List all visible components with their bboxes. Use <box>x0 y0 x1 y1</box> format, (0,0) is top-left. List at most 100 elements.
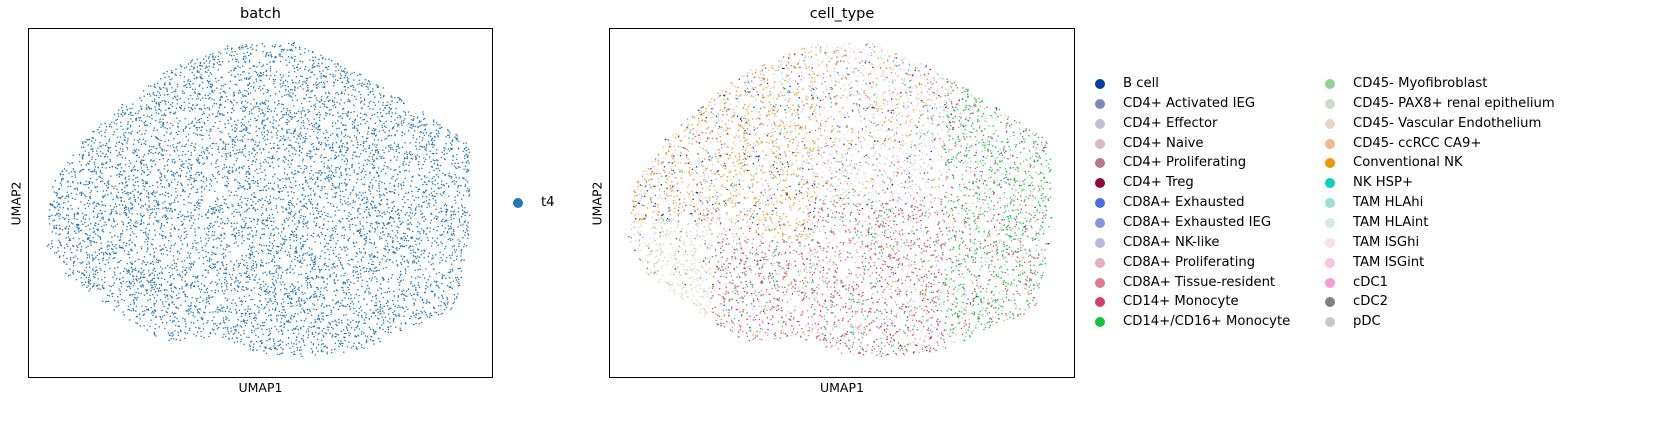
scatter-point <box>386 291 389 293</box>
scatter-point <box>452 280 455 283</box>
scatter-point <box>312 190 315 192</box>
scatter-point <box>88 263 90 265</box>
scatter-point <box>355 155 357 157</box>
scatter-point <box>237 318 239 321</box>
scatter-point <box>454 166 457 169</box>
scatter-point <box>235 312 238 314</box>
scatter-point <box>79 242 82 244</box>
scatter-point <box>235 232 238 234</box>
scatter-point <box>246 208 249 211</box>
scatter-point <box>209 80 211 83</box>
scatter-point <box>406 155 409 158</box>
scatter-point <box>414 240 416 242</box>
scatter-point <box>92 210 95 212</box>
scatter-point <box>251 179 253 182</box>
scatter-point <box>113 235 116 237</box>
scatter-point <box>140 214 142 217</box>
scatter-point <box>342 283 345 285</box>
scatter-point <box>293 230 296 233</box>
scatter-point <box>101 166 104 169</box>
scatter-point <box>164 100 167 103</box>
scatter-point <box>316 78 318 80</box>
scatter-point <box>116 154 119 157</box>
scatter-point <box>240 334 242 336</box>
scatter-point <box>274 86 276 88</box>
scatter-point <box>381 216 383 218</box>
scatter-point <box>127 253 129 256</box>
scatter-point <box>382 322 385 324</box>
scatter-point <box>401 293 404 295</box>
scatter-point <box>300 53 302 55</box>
scatter-point <box>316 204 318 206</box>
scatter-point <box>359 191 361 193</box>
scatter-point <box>327 136 330 139</box>
scatter-point <box>422 124 424 126</box>
scatter-point <box>95 173 97 175</box>
scatter-point <box>190 187 193 190</box>
scatter-point <box>327 220 329 223</box>
scatter-point <box>438 287 440 289</box>
scatter-point <box>435 273 438 275</box>
scatter-point <box>325 114 327 116</box>
scatter-point <box>332 174 335 177</box>
scatter-point <box>260 286 262 289</box>
scatter-point <box>215 162 217 165</box>
scatter-point <box>53 219 56 221</box>
scatter-point <box>241 152 243 154</box>
scatter-point <box>76 189 79 191</box>
scatter-point <box>449 147 452 150</box>
scatter-point <box>85 271 88 273</box>
scatter-point <box>290 56 292 59</box>
scatter-point <box>119 136 122 138</box>
scatter-point <box>146 189 148 192</box>
scatter-point <box>155 283 158 286</box>
scatter-point <box>87 183 89 186</box>
scatter-point <box>352 271 354 273</box>
scatter-point <box>335 186 337 188</box>
scatter-point <box>301 262 303 264</box>
scatter-point <box>127 305 130 308</box>
scatter-point <box>313 104 315 106</box>
scatter-point <box>247 305 249 308</box>
scatter-point <box>217 112 219 114</box>
scatter-point <box>238 264 241 266</box>
scatter-point <box>114 185 116 187</box>
scatter-point <box>97 155 100 157</box>
scatter-point <box>307 194 310 197</box>
scatter-point <box>349 224 351 226</box>
scatter-point <box>167 207 170 209</box>
scatter-point <box>438 132 440 134</box>
scatter-point <box>121 103 123 106</box>
scatter-point <box>396 225 398 228</box>
scatter-point <box>225 280 228 282</box>
scatter-point <box>393 205 395 207</box>
scatter-point <box>418 161 420 163</box>
scatter-point <box>268 187 270 190</box>
scatter-point <box>412 312 414 315</box>
scatter-point <box>78 227 81 230</box>
scatter-point <box>338 345 340 348</box>
scatter-point <box>244 197 246 199</box>
scatter-point <box>443 308 446 311</box>
scatter-point <box>78 271 80 273</box>
scatter-point <box>140 292 142 295</box>
scatter-point <box>337 279 339 282</box>
scatter-point <box>49 215 51 217</box>
scatter-point <box>360 100 363 102</box>
scatter-point <box>466 187 469 190</box>
scatter-point <box>324 345 327 347</box>
scatter-point <box>213 58 216 61</box>
scatter-point <box>262 147 264 150</box>
scatter-point <box>333 290 336 292</box>
scatter-point <box>197 199 200 201</box>
scatter-point <box>160 126 162 129</box>
scatter-point <box>127 121 129 123</box>
scatter-point <box>275 226 277 229</box>
scatter-point <box>291 302 293 305</box>
scatter-point <box>281 190 283 192</box>
scatter-point <box>300 304 302 306</box>
scatter-point <box>201 81 204 84</box>
scatter-point <box>140 248 143 250</box>
scatter-point <box>371 179 373 181</box>
scatter-point <box>140 273 143 275</box>
